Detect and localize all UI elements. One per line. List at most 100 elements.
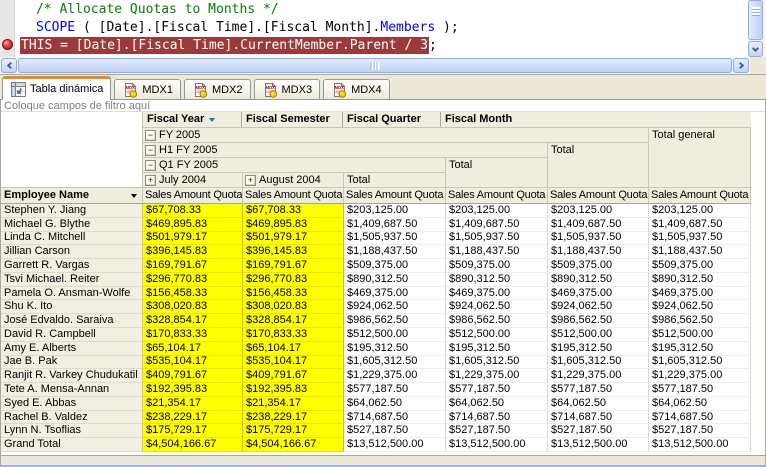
value-cell[interactable]: $986,562.50	[649, 314, 751, 328]
value-cell[interactable]: $21,354.17	[243, 396, 344, 411]
value-cell[interactable]: $1,188,437.50	[344, 245, 446, 260]
grand-total-row-header[interactable]: Grand Total	[1, 438, 143, 452]
value-cell[interactable]: $527,187.50	[548, 424, 649, 439]
value-cell[interactable]: $924,062.50	[344, 300, 446, 315]
value-cell[interactable]: $296,770.83	[143, 272, 243, 287]
value-cell[interactable]: $67,708.33	[143, 204, 243, 218]
value-cell[interactable]: $169,791.67	[243, 259, 344, 273]
value-cell[interactable]: $1,229,375.00	[446, 369, 548, 384]
code-horizontal-scrollbar[interactable]	[0, 57, 750, 74]
value-cell[interactable]: $469,375.00	[548, 286, 649, 301]
value-cell[interactable]: $195,312.50	[649, 341, 751, 356]
filter-drop-area[interactable]: Coloque campos de filtro aquí	[1, 100, 765, 112]
scroll-down-button[interactable]	[748, 41, 763, 57]
value-cell[interactable]: $509,375.00	[446, 259, 548, 273]
value-cell[interactable]: $195,312.50	[446, 341, 548, 356]
row-header[interactable]: Rachel B. Valdez	[1, 410, 143, 425]
value-cell[interactable]: $469,375.00	[446, 286, 548, 301]
tab-mdx4[interactable]: MDX MDX4	[323, 79, 390, 99]
mdx-script-editor[interactable]: /* Allocate Quotas to Months */ SCOPE ( […	[0, 0, 766, 75]
expand-icon[interactable]	[145, 174, 156, 186]
row-field-employee-name[interactable]: Employee Name	[1, 188, 143, 204]
value-cell[interactable]: $1,409,687.50	[446, 217, 548, 232]
value-cell[interactable]: $527,187.50	[344, 424, 446, 439]
q1-total-header[interactable]: Total	[344, 173, 446, 188]
row-field-drop-zone[interactable]	[1, 112, 143, 188]
value-cell[interactable]: $535,104.17	[243, 355, 344, 370]
value-cell[interactable]: $986,562.50	[344, 314, 446, 328]
h1-total-header[interactable]: Total	[446, 158, 548, 188]
field-fiscal-semester[interactable]: Fiscal Semester	[241, 112, 342, 127]
value-cell[interactable]: $238,229.17	[243, 410, 344, 425]
value-cell[interactable]: $1,505,937.50	[649, 231, 751, 246]
value-cell[interactable]: $986,562.50	[446, 314, 548, 328]
value-cell[interactable]: $67,708.33	[243, 204, 344, 218]
value-cell[interactable]: $890,312.50	[649, 272, 751, 287]
value-cell[interactable]: $13,512,500.00	[344, 438, 446, 452]
expand-icon[interactable]	[245, 174, 256, 186]
value-cell[interactable]: $308,020.83	[143, 300, 243, 315]
row-header[interactable]: Amy E. Alberts	[1, 341, 143, 356]
value-cell[interactable]: $577,187.50	[649, 383, 751, 397]
measure-header[interactable]: Sales Amount Quota	[143, 188, 243, 204]
value-cell[interactable]: $501,979.17	[143, 231, 243, 246]
value-cell[interactable]: $169,791.67	[143, 259, 243, 273]
grand-total-column-header[interactable]: Total general	[649, 128, 751, 188]
value-cell[interactable]: $924,062.50	[446, 300, 548, 315]
column-july-2004[interactable]: July 2004	[143, 173, 243, 188]
value-cell[interactable]: $1,409,687.50	[548, 217, 649, 232]
fy-total-header[interactable]: Total	[548, 143, 649, 188]
value-cell[interactable]: $535,104.17	[143, 355, 243, 370]
value-cell[interactable]: $170,833.33	[243, 327, 344, 342]
collapse-icon[interactable]	[145, 159, 156, 171]
row-header[interactable]: Shu K. Ito	[1, 300, 143, 315]
value-cell[interactable]: $714,687.50	[344, 410, 446, 425]
value-cell[interactable]: $195,312.50	[548, 341, 649, 356]
value-cell[interactable]: $924,062.50	[548, 300, 649, 315]
collapse-icon[interactable]	[145, 129, 156, 141]
value-cell[interactable]: $203,125.00	[344, 204, 446, 218]
value-cell[interactable]: $890,312.50	[344, 272, 446, 287]
field-fiscal-quarter[interactable]: Fiscal Quarter	[342, 112, 440, 127]
value-cell[interactable]: $1,188,437.50	[649, 245, 751, 260]
value-cell[interactable]: $577,187.50	[446, 383, 548, 397]
tab-mdx2[interactable]: MDX MDX2	[183, 79, 251, 99]
value-cell[interactable]: $512,500.00	[548, 327, 649, 342]
value-cell[interactable]: $296,770.83	[243, 272, 344, 287]
value-cell[interactable]: $156,458.33	[243, 286, 344, 301]
column-group-fy2005[interactable]: FY 2005	[143, 128, 649, 143]
column-august-2004[interactable]: August 2004	[243, 173, 344, 188]
scroll-left-button[interactable]	[1, 58, 17, 73]
value-cell[interactable]: $195,312.50	[344, 341, 446, 356]
horizontal-scroll-thumb[interactable]	[18, 58, 732, 73]
value-cell[interactable]: $986,562.50	[548, 314, 649, 328]
value-cell[interactable]: $501,979.17	[243, 231, 344, 246]
value-cell[interactable]: $1,605,312.50	[548, 355, 649, 370]
value-cell[interactable]: $64,062.50	[344, 396, 446, 411]
scroll-right-button[interactable]	[733, 58, 749, 73]
value-cell[interactable]: $577,187.50	[548, 383, 649, 397]
collapse-icon[interactable]	[145, 144, 156, 156]
value-cell[interactable]: $65,104.17	[243, 341, 344, 356]
row-header[interactable]: Tete A. Mensa-Annan	[1, 383, 143, 397]
value-cell[interactable]: $714,687.50	[446, 410, 548, 425]
value-cell[interactable]: $527,187.50	[446, 424, 548, 439]
value-cell[interactable]: $509,375.00	[548, 259, 649, 273]
value-cell[interactable]: $1,229,375.00	[344, 369, 446, 384]
row-header[interactable]: Pamela O. Ansman-Wolfe	[1, 286, 143, 301]
value-cell[interactable]: $13,512,500.00	[649, 438, 751, 452]
value-cell[interactable]: $308,020.83	[243, 300, 344, 315]
field-fiscal-month[interactable]: Fiscal Month	[440, 112, 516, 127]
value-cell[interactable]: $512,500.00	[649, 327, 751, 342]
row-header[interactable]: Ranjit R. Varkey Chudukatil	[1, 369, 143, 384]
value-cell[interactable]: $714,687.50	[548, 410, 649, 425]
value-cell[interactable]: $1,505,937.50	[446, 231, 548, 246]
value-cell[interactable]: $1,505,937.50	[344, 231, 446, 246]
value-cell[interactable]: $469,895.83	[143, 217, 243, 232]
value-cell[interactable]: $203,125.00	[649, 204, 751, 218]
field-fiscal-year[interactable]: Fiscal Year	[143, 112, 241, 127]
value-cell[interactable]: $328,854.17	[243, 314, 344, 328]
value-cell[interactable]: $1,229,375.00	[548, 369, 649, 384]
row-header[interactable]: Linda C. Mitchell	[1, 231, 143, 246]
value-cell[interactable]: $396,145.83	[243, 245, 344, 260]
